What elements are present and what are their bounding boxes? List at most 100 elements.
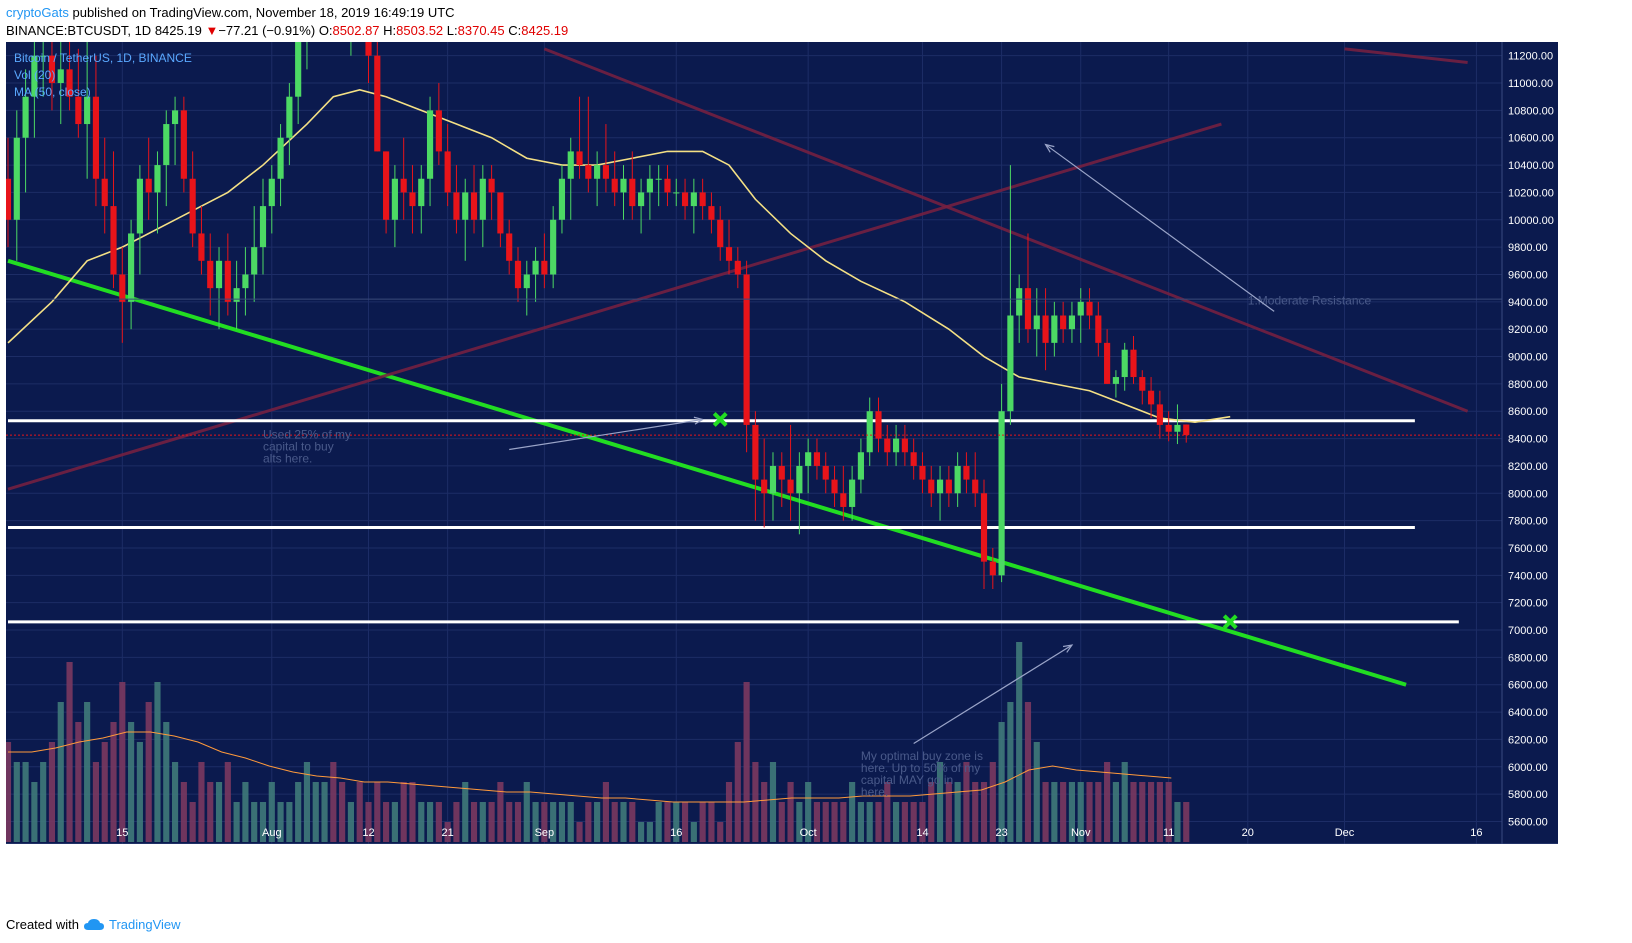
price-tick-label: 10400.00 (1508, 160, 1554, 172)
volume-bar (963, 762, 970, 842)
price-tick-label: 9600.00 (1508, 269, 1548, 281)
candles (6, 42, 1190, 590)
price-axis-panel[interactable] (1502, 42, 1558, 844)
candle-body (242, 274, 249, 289)
candle-body (585, 165, 592, 179)
price-tick-label: 10200.00 (1508, 187, 1554, 199)
tradingview-brand[interactable]: TradingView (108, 917, 181, 932)
volume-bar (611, 802, 618, 842)
optimal-buy-zone-note: My optimal buy zone is here. Up to 50% of… (861, 749, 983, 799)
volume-bar (594, 802, 601, 842)
candle-body (963, 465, 970, 480)
price-tick-label: 9400.00 (1508, 297, 1548, 309)
candle-body (1104, 342, 1111, 384)
publish-header: cryptoGats published on TradingView.com,… (6, 4, 455, 21)
volume-bar (989, 762, 996, 842)
low-label: L: (446, 23, 458, 38)
date-tick-label: 20 (1242, 827, 1254, 839)
volume-bar (66, 662, 73, 842)
time-axis[interactable]: 15 Aug 12 21 Sep 16 Oct 14 23 Nov 11 20 Dec 16 (116, 827, 1482, 839)
close-label: C: (508, 23, 522, 38)
volume-bar (690, 822, 697, 842)
volume-bar (356, 782, 363, 842)
price-axis[interactable]: 5600.00 5800.00 6000.00 6200.00 6400.00 6600.… (1508, 51, 1554, 829)
volume-bar (550, 802, 557, 842)
volume-bar (831, 802, 838, 842)
candle-body (1024, 288, 1032, 330)
volume-bar (910, 802, 917, 842)
candle-body (207, 260, 214, 289)
date-tick-label: Oct (800, 827, 817, 839)
note-line: here. (861, 785, 888, 799)
volume-bar (233, 802, 240, 842)
volume-bar (84, 702, 91, 842)
note-line: Used 25% of my (263, 428, 351, 442)
volume-bar (664, 802, 671, 842)
candle-body (470, 192, 478, 220)
volume-ma-line (8, 731, 1172, 803)
volume-bar (717, 822, 724, 842)
candle-body (1147, 390, 1155, 405)
symbol-label: BINANCE:BTCUSDT, 1D (6, 23, 152, 38)
legend-ma: MA (50, close) (14, 85, 91, 99)
volume-bar (514, 802, 522, 842)
volume-bar (303, 762, 311, 842)
candle-body (1139, 377, 1146, 391)
candle-body (479, 178, 486, 220)
candle-body (383, 151, 390, 220)
volume-bar (242, 782, 249, 842)
price-tick-label: 8400.00 (1508, 434, 1548, 446)
candle-body (488, 178, 495, 193)
volume-bar (435, 802, 442, 842)
volume-bar (567, 802, 574, 842)
high-label: H: (383, 23, 397, 38)
candle-body (875, 411, 882, 439)
candle-body (673, 192, 680, 194)
volume-bar (75, 722, 82, 842)
candle-body (40, 55, 47, 57)
candle-body (180, 110, 187, 179)
volume-bar (875, 802, 882, 842)
cross-marker-icon (712, 412, 728, 427)
author-name[interactable]: cryptoGats (6, 5, 69, 20)
volume-bar (805, 782, 812, 842)
candle-body (277, 137, 284, 179)
candle-body (1007, 315, 1014, 412)
volume-bar (1183, 802, 1190, 842)
last-price: 8425.19 (154, 23, 202, 38)
candle-body (840, 493, 847, 507)
candle-body (884, 438, 891, 453)
volume-bar (708, 802, 715, 842)
candle-body (251, 247, 258, 275)
candle-body (92, 96, 100, 179)
candle-body (6, 178, 12, 220)
price-change: −77.21 (−0.91%) (218, 23, 316, 38)
volume-bar (778, 802, 785, 842)
candle-body (910, 452, 917, 466)
volume-bar (866, 802, 873, 842)
volume-bar (629, 802, 636, 842)
price-tick-label: 8800.00 (1508, 379, 1548, 391)
candle-body (945, 479, 952, 494)
candle-body (444, 151, 451, 193)
volume-bar (1051, 782, 1058, 842)
candle-body (295, 42, 302, 97)
volume-bar (796, 802, 803, 842)
candle-body (268, 178, 275, 207)
volume-bar (409, 782, 416, 842)
volume-bar (128, 722, 135, 842)
legend-volume: Vol (20) (14, 68, 55, 82)
volume-bar (1068, 782, 1076, 842)
volume-bar (92, 762, 100, 842)
candle-body (1121, 349, 1128, 378)
volume-bar (849, 782, 856, 842)
footer: Created with TradingView (6, 917, 181, 932)
volume-bar (945, 782, 952, 842)
candle-body (119, 274, 126, 302)
price-tick-label: 9200.00 (1508, 324, 1548, 336)
volume-bar (277, 802, 284, 842)
candle-body (594, 165, 601, 179)
candle-body (655, 178, 662, 180)
volume-bar (673, 802, 680, 842)
